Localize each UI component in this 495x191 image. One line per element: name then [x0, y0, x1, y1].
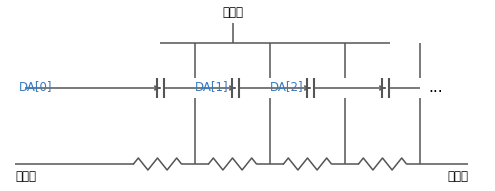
Text: DA[0]: DA[0]	[18, 80, 52, 94]
Text: DA[2]: DA[2]	[270, 80, 303, 94]
Text: 输出端: 输出端	[222, 6, 244, 19]
Text: DA[1]: DA[1]	[195, 80, 229, 94]
Text: ...: ...	[428, 80, 443, 96]
Text: 高电压: 高电压	[15, 170, 36, 183]
Text: 低电压: 低电压	[447, 170, 468, 183]
